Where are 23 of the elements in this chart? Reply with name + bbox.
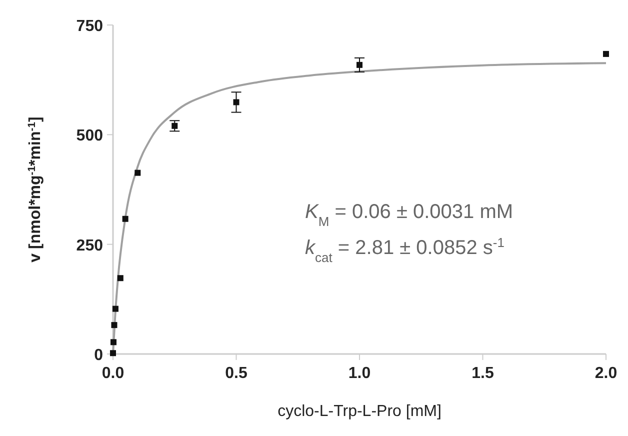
x-tick-label: 0.0 [102, 365, 124, 382]
x-tick-label: 0.5 [225, 365, 248, 382]
x-axis-title: cyclo-L-Trp-L-Pro [mM] [278, 403, 442, 420]
point [110, 350, 116, 356]
annotation: k$_{cat}$ = 2.81 ± 0.0852 s$^{-1}$ [305, 234, 504, 264]
x-tick-label: 1.5 [472, 365, 494, 382]
y-tick-label: 500 [76, 128, 104, 145]
point [122, 216, 128, 222]
y-tick-label: 0 [94, 347, 104, 364]
point [111, 322, 118, 328]
point [356, 62, 362, 68]
x-tick-label: 1.0 [348, 365, 371, 382]
point [112, 306, 118, 312]
y-tick-label: 250 [76, 237, 104, 254]
point [110, 339, 116, 346]
point [134, 170, 141, 176]
annotation: K$_{M}$ = 0.06 ± 0.0031 mM [305, 201, 514, 228]
point [117, 275, 124, 282]
x-tick-label: 2.0 [594, 365, 618, 382]
point [603, 50, 609, 57]
y-tick-label: 750 [76, 18, 104, 35]
point [233, 99, 240, 106]
point [172, 122, 178, 129]
